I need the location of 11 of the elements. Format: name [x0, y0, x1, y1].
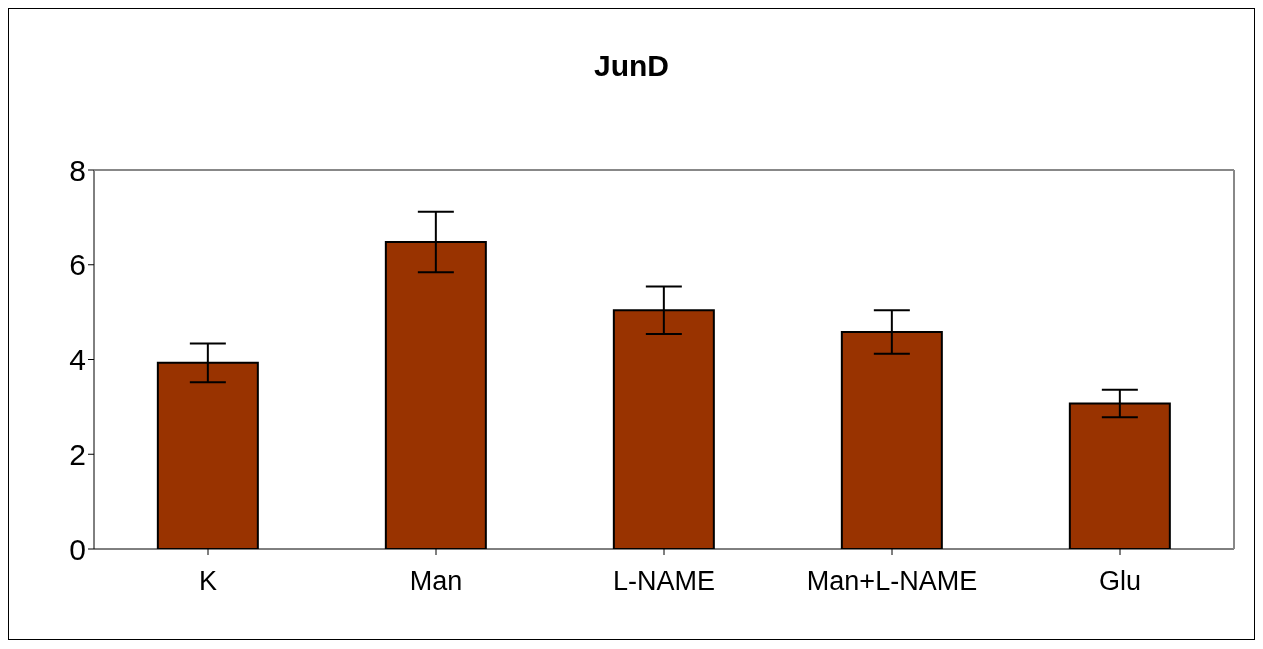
chart-title: JunD	[593, 48, 670, 84]
y-tick-label: 4	[69, 343, 86, 377]
y-tick-label: 0	[69, 532, 86, 566]
x-tick-label: K	[198, 566, 218, 597]
x-tick-label: L-NAME	[612, 566, 716, 597]
x-tick-label: Man	[409, 566, 463, 597]
x-tick-label: Man+L-NAME	[806, 566, 978, 597]
y-tick-label: 8	[69, 153, 86, 187]
y-tick-label: 2	[69, 437, 86, 471]
x-tick-label: Glu	[1098, 566, 1142, 597]
y-tick-label: 6	[69, 248, 86, 282]
